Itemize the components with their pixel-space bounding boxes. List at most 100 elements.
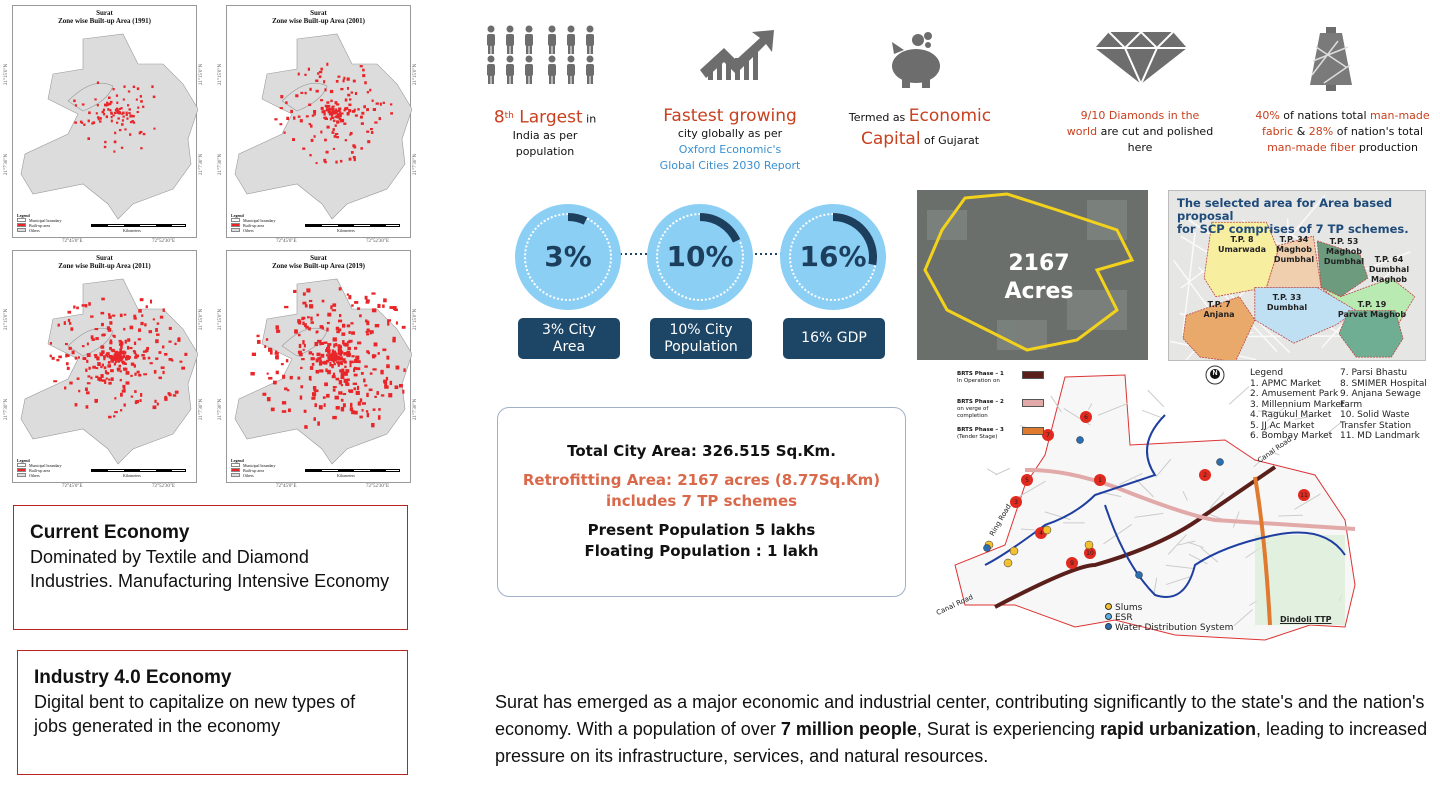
map-coord-side: 21°15'0"N [413,63,418,85]
map-coord-side: 21°7'30"N [4,398,9,420]
share-label: 16% GDP [783,318,885,359]
tp-zone-label: T.P. 7 Anjana [1203,300,1235,319]
map-legend: Legend Municipal boundary Built-up area Oth… [17,213,62,233]
stat-rank-sup: th [504,111,514,121]
stat-diamonds: 9/10 Diamonds in the world are cut and p… [1055,108,1225,156]
svg-text:5: 5 [1025,477,1029,484]
stat-diamonds-highlight-2: world [1066,125,1098,138]
point-legend-item: Water Distribution System [1105,623,1233,634]
oxford-link[interactable]: Oxford Economic's [678,143,782,156]
share-progress-arc [832,213,877,266]
landmark-marker [1010,496,1022,508]
map-legend: Legend Municipal boundary Built-up area Oth… [17,458,62,478]
map-coord-side: 21°7'30"N [4,153,9,175]
point-legend-item: Slums [1105,603,1142,614]
svg-text:3: 3 [1014,499,1018,506]
scale-bar [91,224,186,227]
stat-textile-t3: of nation's total [1333,125,1424,138]
share-value: 16% [799,240,867,273]
map-coord: 72°52'30"E [152,239,175,244]
present-population: Present Population 5 lakhs [587,521,816,539]
brts-legend-title: Legend [1250,368,1284,378]
stat-rank-highlight: Largest [513,107,583,128]
landmark-marker [1080,411,1092,423]
brts-legend-item: 9. Anjana Sewage Farm [1340,389,1421,410]
scale-bar [305,469,400,472]
map-legend-item: Municipal boundary [17,463,62,468]
brts-legend-item: 10. Solid Waste Transfer Station [1340,410,1412,431]
map-legend-title: Legend [231,213,244,218]
share-label-line1: 16% GDP [801,330,867,346]
brts-legend-item: 2. Amusement Park [1250,389,1339,399]
tp-zone-label: T.P. 64 Dumbhal Maghob [1368,255,1410,284]
stat-textile-t2: & [1293,125,1309,138]
tp-zone-label: T.P. 34 Maghob Dumbhal [1273,235,1315,264]
stat-population-rank: 8th Largest in India as per population [470,108,620,160]
point-legend-item: ESR [1105,613,1133,624]
map-coord: 72°45'0"E [276,484,297,489]
stat-diamonds-text-2: here [1127,141,1153,154]
map-legend: Legend Municipal boundary Built-up area Oth… [231,213,276,233]
stat-textile-hl2: man-made [1370,109,1430,122]
share-label: 3% City Area [518,318,620,359]
stat-textile-hl3: fabric [1261,125,1294,138]
water-marker [1216,458,1224,466]
map-coord: 72°45'0"E [62,239,83,244]
scale-unit: Kilometers [337,473,355,478]
landmark-marker [1298,489,1310,501]
builtup-map-1: Surat Zone wise Built-up Area (1991) Legen… [12,5,198,238]
scale-bar [305,224,400,227]
water-marker [1076,436,1084,444]
growth-chart-icon [700,30,774,80]
brts-phase-swatch [1022,427,1044,435]
map-legend-title: Legend [17,213,30,218]
map-coord-side: 21°15'0"N [4,308,9,330]
current-economy-title: Current Economy [30,522,190,543]
svg-text:2: 2 [1203,472,1207,479]
map-legend-item: Municipal boundary [231,463,276,468]
stat-textile-hl1: 40% [1255,109,1280,122]
yarn-cone-icon [1310,27,1352,91]
map-coord-side: 21°7'30"N [199,398,204,420]
dindoli-ttp-label: Dindoli TTP [1280,615,1332,624]
share-circle-3: 16% [780,204,886,310]
share-value: 3% [544,240,592,273]
map-coord-side: 21°15'0"N [199,308,204,330]
brts-legend-item: 7. Parsi Bhastu [1340,368,1408,378]
map-coord-side: 21°7'30"N [218,398,223,420]
share-progress-arc [567,213,588,225]
tp-zone [1254,286,1357,344]
map-city-title: Surat [310,9,327,17]
global-cities-report-link[interactable]: Global Cities 2030 Report [659,159,801,172]
map-coord-side: 21°7'30"N [413,398,418,420]
north-arrow-icon: N [1210,369,1220,379]
map-coord-side: 21°15'0"N [199,63,204,85]
tp-map-title-2: for SCP comprises of 7 TP schemes. [1177,222,1409,236]
brts-phase-2-line [1024,467,1356,531]
slum-marker [1042,525,1052,535]
map-coord-side: 21°7'30"N [218,153,223,175]
stat-textiles: 40% of nations total man-made fabric & 2… [1245,108,1440,156]
diamond-icon [1095,32,1187,84]
map-legend: Legend Municipal boundary Built-up area Oth… [231,458,276,478]
share-label-line2: Area [552,338,586,355]
brts-legend-item: 5. JJ Ac Market [1250,420,1315,431]
para-text-2: , Surat is experiencing [916,719,1100,739]
total-city-area: Total City Area: 326.515 Sq.Km. [567,442,836,460]
builtup-map-3: Surat Zone wise Built-up Area (2011) Legen… [12,250,198,483]
landmark-marker [1042,429,1054,441]
brts-map: 1 2 3 4 5 6 7 9 10 11 BRTS Phase – 1 In Operation … [925,365,1430,643]
water-marker [983,544,991,552]
current-economy-text: Dominated by Textile and Diamond Industr… [30,547,390,591]
share-label-line1: 10% City [669,321,733,338]
builtup-map-2: Surat Zone wise Built-up Area (2001) Legen… [226,5,412,238]
builtup-area-layer [49,297,188,419]
share-label: 10% City Population [650,318,752,359]
map-city-title: Surat [96,9,113,17]
para-text-1: Surat has emerged as a major economic an… [495,692,1425,739]
acres-unit: Acres [1004,279,1074,304]
water-marker [1135,571,1143,579]
stat-capital-text: Termed as [848,111,909,124]
map-coord: 72°52'30"E [366,239,389,244]
scale-unit: Kilometers [123,228,141,233]
